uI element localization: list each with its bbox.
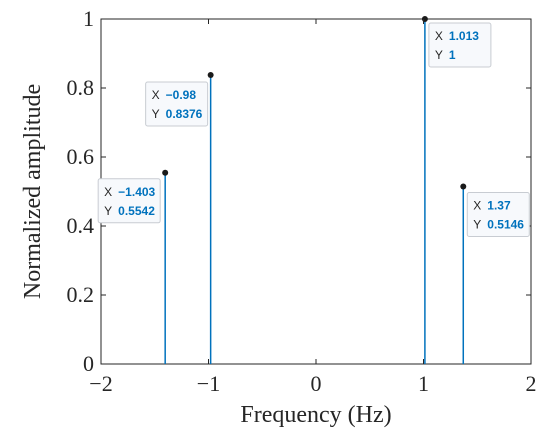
y-tick-label-0: 0 bbox=[83, 351, 94, 376]
datatip-1[interactable]: X −0.98 Y 0.8376 bbox=[145, 81, 209, 127]
datatip-y-key-1: Y bbox=[152, 107, 160, 121]
x-tick-label-0: −2 bbox=[89, 371, 112, 396]
datatip-y-key-0: Y bbox=[104, 204, 112, 218]
stems bbox=[162, 16, 467, 364]
datatip-y-value-3: 0.5146 bbox=[487, 217, 524, 231]
datatip-y-value-2: 1 bbox=[449, 48, 456, 62]
plot-frame bbox=[100, 18, 532, 365]
x-tick-label-3: 1 bbox=[418, 371, 429, 396]
datatip-x-key-2: X bbox=[435, 29, 443, 43]
y-axis-label: Normalized amplitude bbox=[20, 84, 46, 299]
datatip-y-key-2: Y bbox=[435, 48, 443, 62]
datatip-0[interactable]: X −1.403 Y 0.5542 bbox=[97, 178, 161, 224]
y-tick-label-2: 0.4 bbox=[67, 213, 95, 238]
plot-area bbox=[100, 18, 532, 365]
x-tick-label-1: −1 bbox=[197, 371, 220, 396]
datatip-x-value-0: −1.403 bbox=[118, 185, 155, 199]
datatip-x-value-1: −0.98 bbox=[166, 88, 197, 102]
datatip-2[interactable]: X 1.013 Y 1 bbox=[428, 22, 492, 68]
datatip-x-key-3: X bbox=[473, 198, 481, 212]
y-tick-label-3: 0.6 bbox=[67, 144, 95, 169]
datatip-box-3 bbox=[466, 191, 530, 237]
datatip-3[interactable]: X 1.37 Y 0.5146 bbox=[466, 191, 530, 237]
y-tick-label-1: 0.2 bbox=[67, 282, 95, 307]
datatip-x-key-0: X bbox=[104, 185, 112, 199]
datatip-x-value-2: 1.013 bbox=[449, 29, 479, 43]
axes: −2 −1 0 1 2 0 0.2 0.4 0.6 0.8 1 bbox=[67, 6, 537, 396]
x-tick-label-4: 2 bbox=[526, 371, 537, 396]
x-axis-label: Frequency (Hz) bbox=[240, 402, 391, 428]
stem-marker-2 bbox=[421, 16, 428, 22]
datatip-box-2 bbox=[428, 22, 492, 68]
stem-marker-1 bbox=[207, 72, 214, 79]
datatip-y-value-1: 0.8376 bbox=[166, 107, 203, 121]
datatip-y-key-3: Y bbox=[473, 217, 481, 231]
datatip-x-value-3: 1.37 bbox=[487, 198, 511, 212]
datatip-y-value-0: 0.5542 bbox=[118, 204, 155, 218]
y-tick-label-4: 0.8 bbox=[67, 75, 95, 100]
stem-marker-0 bbox=[162, 169, 169, 176]
datatip-x-key-1: X bbox=[152, 88, 160, 102]
x-tick-label-2: 0 bbox=[311, 371, 322, 396]
stem-marker-3 bbox=[460, 183, 467, 190]
datatip-box-0 bbox=[97, 178, 161, 224]
datatip-box-1 bbox=[145, 81, 209, 127]
y-tick-label-5: 1 bbox=[83, 6, 94, 31]
